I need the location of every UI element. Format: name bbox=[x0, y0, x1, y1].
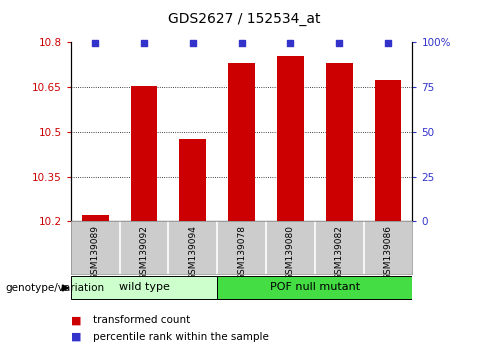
Text: GSM139082: GSM139082 bbox=[335, 225, 344, 280]
Point bbox=[286, 41, 294, 46]
Bar bbox=[228, 63, 255, 221]
Text: GDS2627 / 152534_at: GDS2627 / 152534_at bbox=[168, 12, 320, 27]
Point bbox=[335, 41, 343, 46]
Text: GSM139094: GSM139094 bbox=[188, 225, 197, 280]
Text: GSM139092: GSM139092 bbox=[140, 225, 148, 280]
Text: percentile rank within the sample: percentile rank within the sample bbox=[93, 332, 268, 342]
Point bbox=[140, 41, 148, 46]
Point bbox=[91, 41, 99, 46]
Text: ■: ■ bbox=[71, 332, 81, 342]
Bar bbox=[375, 80, 401, 221]
Text: POF null mutant: POF null mutant bbox=[270, 281, 360, 292]
Polygon shape bbox=[62, 285, 68, 291]
Text: genotype/variation: genotype/variation bbox=[5, 283, 104, 293]
Bar bbox=[326, 63, 352, 221]
Text: GSM139078: GSM139078 bbox=[237, 225, 246, 280]
Text: transformed count: transformed count bbox=[93, 315, 190, 325]
Text: GSM139080: GSM139080 bbox=[286, 225, 295, 280]
Bar bbox=[180, 139, 206, 221]
Point bbox=[238, 41, 245, 46]
Bar bbox=[71, 276, 217, 298]
Text: GSM139089: GSM139089 bbox=[91, 225, 100, 280]
Text: ■: ■ bbox=[71, 315, 81, 325]
Point bbox=[384, 41, 392, 46]
Bar bbox=[82, 215, 108, 221]
Bar bbox=[277, 56, 304, 221]
Text: wild type: wild type bbox=[119, 281, 169, 292]
Bar bbox=[131, 86, 157, 221]
Point bbox=[189, 41, 197, 46]
Bar bbox=[217, 276, 412, 298]
Text: GSM139086: GSM139086 bbox=[384, 225, 392, 280]
